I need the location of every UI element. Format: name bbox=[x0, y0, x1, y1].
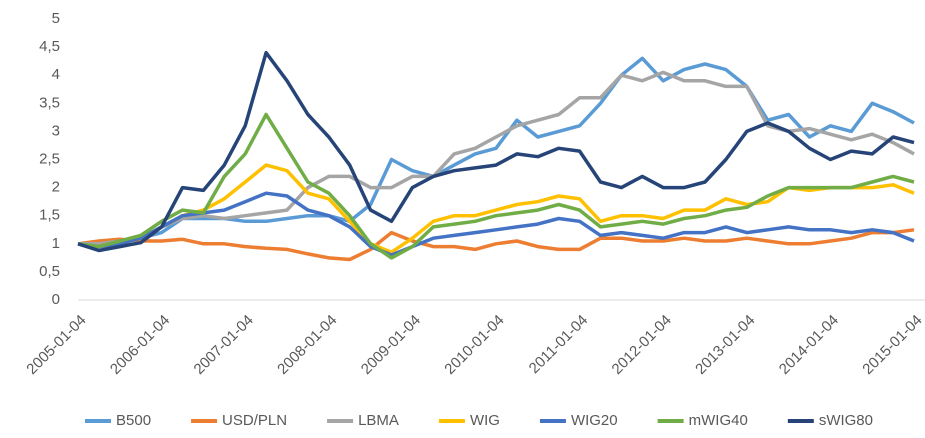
x-tick-label: 2007-01-04 bbox=[191, 312, 257, 378]
legend-label: WIG20 bbox=[571, 412, 618, 429]
y-tick-label: 3,5 bbox=[39, 94, 60, 111]
x-tick-label: 2012-01-04 bbox=[609, 312, 675, 378]
legend-label: mWIG40 bbox=[689, 412, 748, 429]
y-tick-label: 0 bbox=[52, 291, 60, 308]
legend-label: USD/PLN bbox=[222, 412, 287, 429]
series-line bbox=[77, 163, 915, 254]
legend-label: B500 bbox=[116, 412, 151, 429]
y-tick-label: 2 bbox=[52, 179, 60, 196]
x-tick-label: 2005-01-04 bbox=[23, 312, 89, 378]
y-tick-label: 5 bbox=[52, 10, 60, 27]
y-tick-label: 4,5 bbox=[39, 38, 60, 55]
y-tick-label: 3 bbox=[52, 122, 60, 139]
x-tick-label: 2006-01-04 bbox=[107, 312, 173, 378]
x-tick-label: 2010-01-04 bbox=[441, 312, 507, 378]
x-tick-label: 2008-01-04 bbox=[274, 312, 340, 378]
y-tick-label: 2,5 bbox=[39, 150, 60, 167]
x-tick-label: 2009-01-04 bbox=[358, 312, 424, 378]
y-tick-label: 4 bbox=[52, 66, 60, 83]
x-tick-label: 2015-01-04 bbox=[859, 312, 925, 378]
y-tick-label: 0,5 bbox=[39, 263, 60, 280]
x-tick-label: 2014-01-04 bbox=[776, 312, 842, 378]
y-tick-label: 1 bbox=[52, 235, 60, 252]
x-tick-label: 2013-01-04 bbox=[692, 312, 758, 378]
legend-label: WIG bbox=[470, 412, 500, 429]
series-line bbox=[77, 50, 915, 253]
x-tick-label: 2011-01-04 bbox=[526, 312, 591, 377]
y-tick-label: 1,5 bbox=[39, 207, 60, 224]
legend-label: sWIG80 bbox=[819, 412, 873, 429]
series-line bbox=[77, 191, 915, 257]
legend-label: LBMA bbox=[358, 412, 399, 429]
series-line bbox=[77, 112, 915, 260]
series-line bbox=[77, 228, 915, 262]
